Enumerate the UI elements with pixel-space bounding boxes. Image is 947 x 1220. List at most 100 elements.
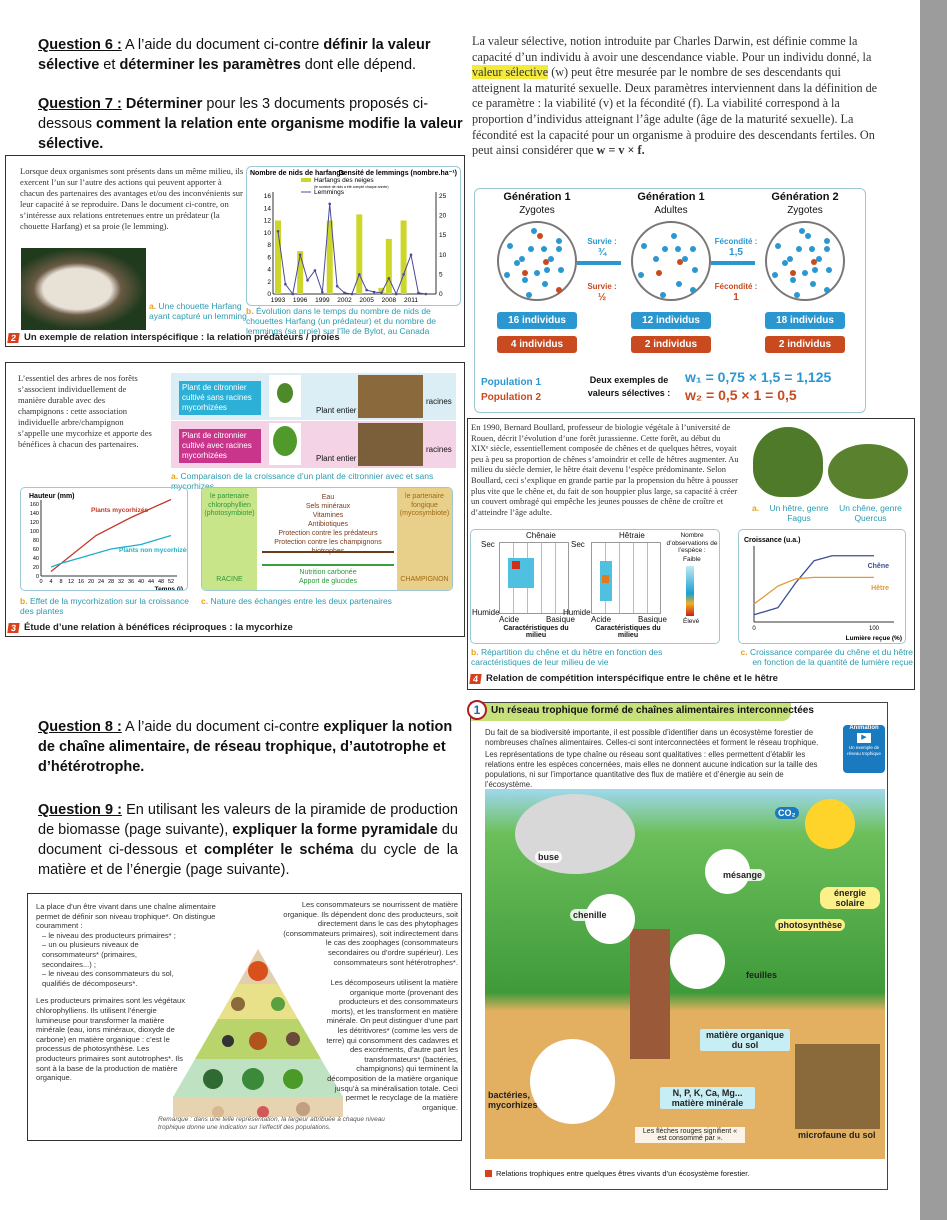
caption-c: Croissance comparée du chêne et du hêtre… [749,647,913,667]
label-co2: CO₂ [775,807,799,819]
hetraie-grid [591,542,661,614]
x-tick-label: 52 [168,579,174,585]
individual-dot [775,242,782,249]
individual-dot [638,271,645,278]
page-margin-strip [920,0,947,1220]
individual-dot [794,291,801,298]
series-label: Plants mycorhizés [91,507,148,514]
food-web-illustration: buse mésange CO₂ énergie solaire chenill… [485,789,885,1159]
text: définir la valeur sélective [38,37,431,73]
humide-label: Humide [472,608,500,617]
generation-title: Génération 1 [637,191,705,203]
series-line [50,498,172,573]
generation-title: Génération 1 [503,191,571,203]
x-tick-label: 0 [752,626,756,632]
exchange-item: Nutrition carbonée [299,569,357,576]
x-tick-label: 8 [59,579,62,585]
figure-caption: Relations trophiques entre quelques être… [485,1169,749,1178]
lemming-point [402,273,405,276]
text: Les producteurs primaires sont les végét… [36,996,185,1083]
bar [378,287,385,294]
doc-title: Un réseau trophique formé de chaînes ali… [491,705,814,716]
caption-b: Évolution dans le temps du nombre de nid… [246,306,436,336]
plant-with-row: Plant de citronnier cultivé avec racines… [171,421,456,468]
x-tick-label: 100 [869,626,880,632]
pop1-count: 16 individus [497,312,577,329]
generation-sub: Adultes [654,205,688,216]
individual-dot [540,246,547,253]
x-tick-label: 1996 [293,297,308,304]
examples-label: Deux exemples de valeurs sélectives : [587,375,671,398]
y-axis-label: Croissance (u.a.) [744,537,800,544]
x-tick-label: 44 [148,579,154,585]
param-value: 1,5 [729,247,743,258]
mycosymbiote-label: le partenaire fongique (mycosymbiote) [399,493,450,517]
x-tick-label: 48 [158,579,164,585]
lemming-point [276,229,280,233]
lemming-point [387,277,391,280]
photosymbiote-label: le partenaire chlorophyllien (photosymbi… [204,493,255,517]
y2-tick-label: 10 [439,252,447,259]
x-tick-label: 16 [78,579,84,585]
lemming-point [328,202,332,206]
x-tick-label: 40 [138,579,144,585]
series-line [753,555,874,616]
sec-label: Sec [571,540,585,549]
x-axis-label: Temps (j) [155,586,183,591]
animation-button[interactable]: Animation ▶ Un exemple de réseau trophiq… [843,725,885,773]
individual-dot [809,280,816,287]
individual-dot [522,276,529,283]
series-label: Chêne [868,563,890,570]
x-axis-label: Lumière reçue (%) [846,635,902,642]
population-1-legend: Population 1 [481,377,541,388]
individual-dot [812,266,819,273]
caption-marker [485,1170,492,1177]
tree-caption-oak: Un chêne, genre Quercus [839,503,902,523]
squirrel-icon [249,1032,267,1050]
individual-dot [556,237,563,244]
text: expliquer la forme pyramidale [232,822,438,838]
basique-label: Basique [638,615,667,624]
x-axis-label: Caractéristiques du milieu [595,625,661,639]
pop2-count: 2 individus [631,336,711,353]
chenaie-title: Chênaie [526,531,556,540]
caption-a: Comparaison de la croissance d’un plant … [171,471,434,491]
individual-dot [547,256,554,263]
text: du cycle de la matière et de l’énergie (… [38,842,458,878]
y-axis-label: Nombre de nids de harfangs [250,170,345,177]
generations-diagram: Génération 1 Zygotes 16 individus 4 individ… [474,188,866,413]
plant-without-row: Plant de citronnier cultivé sans racines… [171,373,456,420]
document-4: En 1990, Bernard Boullard, professeur de… [467,418,915,690]
y-tick-label: 10 [264,230,272,237]
lemming-point [313,269,317,272]
individual-dot [811,259,817,265]
y2-tick-label: 20 [439,213,447,220]
y2-tick-label: 0 [439,291,443,298]
lemming-point [335,284,339,288]
color-scale [686,566,694,616]
bar [385,238,392,294]
x-tick-label: 1993 [271,297,286,304]
individual-dot [690,245,697,252]
y-tick-label: 140 [30,511,39,517]
caption-letter: b. [246,306,254,316]
text: Déterminer [125,96,203,112]
individual-dot [504,271,511,278]
x-tick-label: 2005 [359,297,374,304]
individual-dot [690,286,697,293]
y-tick-label: 20 [33,565,39,571]
label-microfaune: microfaune du sol [798,1130,876,1140]
ivy-icon [283,1069,303,1089]
label-bacteries: bactéries, mycorhizes [488,1090,538,1110]
x-tick-label: 1999 [315,297,330,304]
y-tick-label: 6 [267,254,271,261]
x-tick-label: 24 [98,579,104,585]
y2-axis-label: Densité de lemmings (nombre.ha⁻¹) [339,170,457,177]
question-7: Question 7 : Déterminer pour les 3 docum… [38,94,463,154]
y-tick-label: 4 [267,267,271,274]
text: comment la relation ente organisme modif… [38,116,463,152]
population-2-legend: Population 2 [481,392,541,403]
caption-b: Effet de la mycorhization sur la croissa… [20,596,189,616]
exchange-item: Protection contre les prédateurs [278,530,378,537]
label: racines [426,445,452,454]
